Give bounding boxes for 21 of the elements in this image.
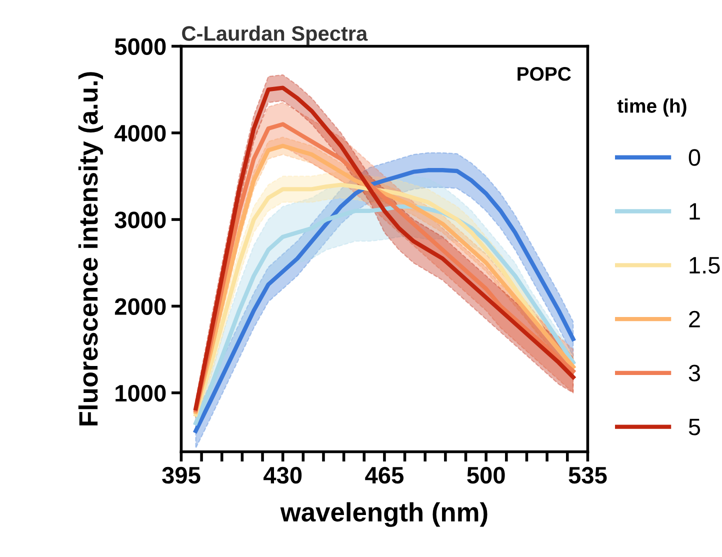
- y-tick-label: 2000: [114, 298, 166, 315]
- x-tick-label: 430: [264, 466, 302, 484]
- legend-label: 2: [689, 310, 700, 328]
- x-tick-label: 535: [568, 466, 607, 484]
- legend-label: 0: [688, 149, 700, 166]
- legend-label: 5: [688, 418, 700, 436]
- legend-label: 1: [690, 203, 700, 220]
- y-axis-title: Fluorescence intensity (a.u.): [78, 72, 104, 426]
- y-tick-label: 4000: [114, 124, 166, 142]
- y-tick-label: 1000: [116, 384, 166, 402]
- x-axis-title: wavelength (nm): [280, 502, 488, 527]
- y-tick-label: 3000: [114, 212, 166, 228]
- y-tick-label: 5000: [114, 38, 166, 56]
- legend-label: 1.5: [690, 257, 720, 274]
- legend-title: time (h): [617, 98, 686, 117]
- x-tick-label: 465: [365, 466, 404, 484]
- annotation: POPC: [518, 67, 571, 81]
- chart-title: C-Laurdan Spectra: [182, 26, 368, 45]
- x-tick-label: 395: [162, 466, 200, 484]
- x-tick-label: 500: [467, 466, 505, 484]
- legend-label: 3: [688, 364, 700, 382]
